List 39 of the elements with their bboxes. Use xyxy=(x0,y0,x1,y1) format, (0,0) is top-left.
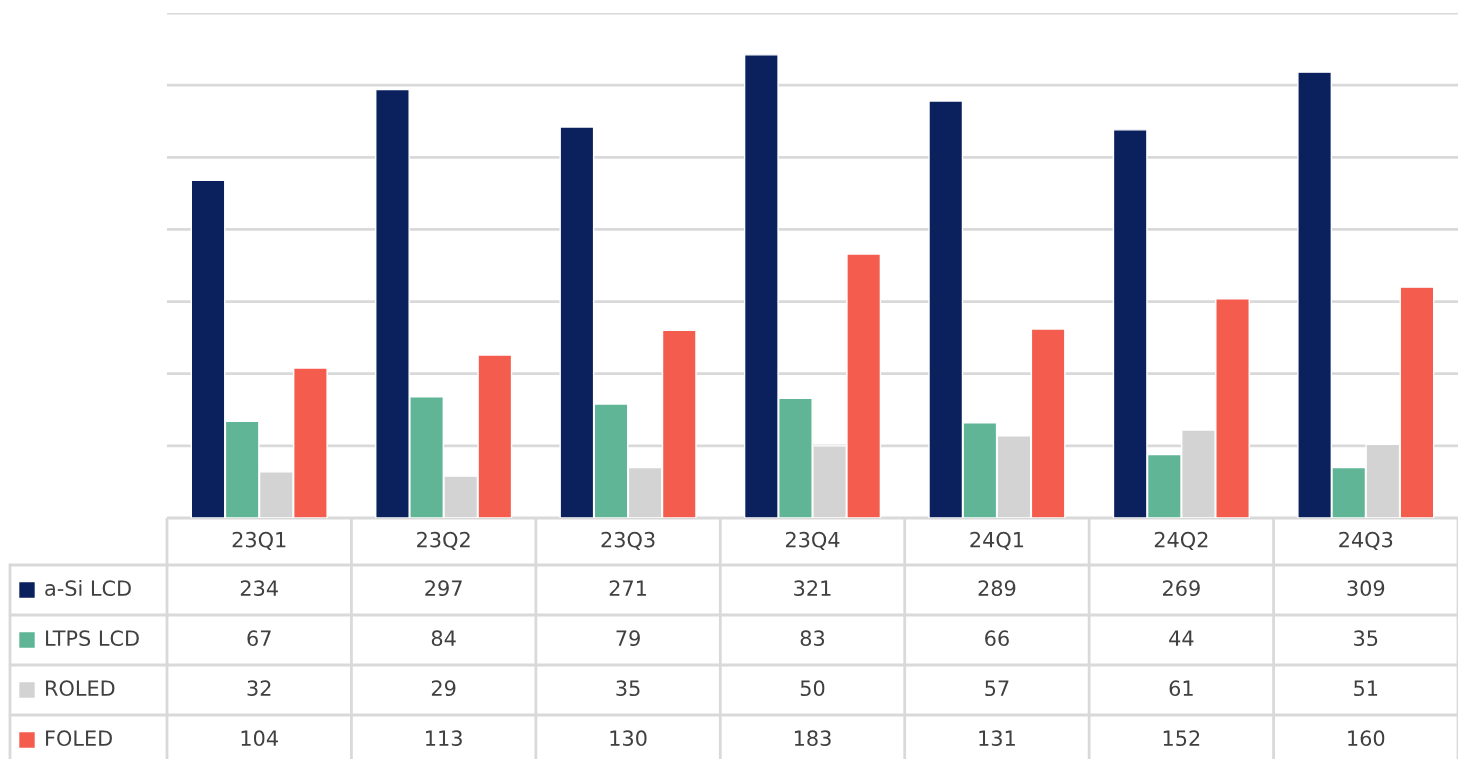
data-label: 269 xyxy=(1163,580,1200,597)
data-label: 234 xyxy=(240,580,278,597)
x-tick-label: 24Q1 xyxy=(970,531,1024,550)
data-label: 104 xyxy=(241,730,278,747)
x-tick-label: 23Q2 xyxy=(417,531,470,550)
legend-label: a-Si LCD xyxy=(45,579,131,597)
data-label: 44 xyxy=(1169,630,1194,646)
x-tick-label: 23Q4 xyxy=(785,531,840,550)
legend-label: LTPS LCD xyxy=(46,630,139,647)
data-label: 309 xyxy=(1347,580,1385,597)
data-label: 321 xyxy=(794,580,831,597)
data-label: 84 xyxy=(431,630,456,647)
data-label: 152 xyxy=(1163,730,1200,747)
data-label: 67 xyxy=(247,630,271,647)
x-tick-label: 23Q1 xyxy=(232,531,286,550)
data-label: 271 xyxy=(609,580,647,596)
data-label: 35 xyxy=(616,680,640,697)
data-label: 289 xyxy=(978,580,1016,597)
data-label: 32 xyxy=(247,680,271,697)
data-label: 160 xyxy=(1348,730,1385,747)
legend-label: ROLED xyxy=(46,680,115,697)
data-label: 183 xyxy=(794,730,831,747)
x-tick-label: 24Q3 xyxy=(1339,531,1393,550)
data-label: 51 xyxy=(1354,680,1378,697)
data-label: 29 xyxy=(431,680,456,697)
data-label: 83 xyxy=(800,630,825,647)
data-label: 79 xyxy=(616,630,640,647)
x-tick-label: 23Q3 xyxy=(601,531,655,550)
data-label: 131 xyxy=(979,730,1015,747)
data-label: 130 xyxy=(610,730,647,747)
x-tick-label: 24Q2 xyxy=(1154,531,1208,550)
data-label: 50 xyxy=(800,680,825,697)
legend-label: FOLED xyxy=(46,730,112,747)
data-label: 297 xyxy=(425,580,462,597)
data-label: 66 xyxy=(985,630,1009,647)
data-label: 113 xyxy=(426,730,462,747)
data-label: 61 xyxy=(1169,680,1193,697)
data-label: 35 xyxy=(1354,630,1378,647)
data-label: 57 xyxy=(985,680,1009,697)
